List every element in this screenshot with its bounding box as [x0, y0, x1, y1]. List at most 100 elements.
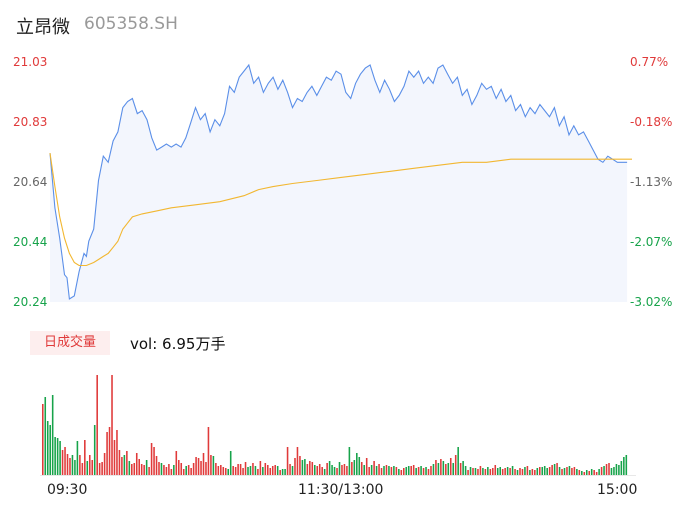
volume-bar	[118, 450, 121, 475]
volume-bar	[620, 461, 623, 475]
volume-bar	[321, 467, 323, 475]
volume-bar	[195, 457, 197, 475]
volume-bar	[625, 455, 628, 475]
volume-bar	[296, 447, 299, 475]
volume-bar	[356, 453, 358, 475]
volume-bar	[358, 457, 361, 475]
volume-bar	[529, 470, 531, 475]
volume-bar	[202, 453, 205, 475]
volume-bar	[76, 441, 79, 475]
volume-bar	[140, 464, 143, 475]
volume-bar	[123, 455, 126, 475]
volume-bar	[595, 472, 598, 475]
volume-bar	[185, 466, 187, 475]
volume-bar	[254, 466, 257, 475]
volume-bar	[304, 459, 306, 475]
volume-bar	[521, 469, 524, 475]
volume-bar	[257, 469, 259, 475]
y-tick-right-3: -2.07%	[630, 235, 673, 249]
volume-bar	[618, 465, 620, 475]
volume-bar	[440, 459, 442, 475]
volume-bar	[224, 468, 227, 475]
volume-bar	[145, 460, 148, 475]
volume-bar	[168, 464, 170, 475]
volume-bar	[51, 395, 54, 475]
volume-bar	[566, 467, 568, 475]
volume-bar	[405, 467, 408, 475]
volume-bar	[148, 467, 150, 475]
stock-name: 立昂微	[16, 17, 70, 38]
volume-bar	[353, 460, 356, 475]
volume-bar	[229, 451, 232, 475]
volume-bar	[412, 465, 415, 475]
volume-value: vol: 6.95万手	[130, 335, 226, 353]
volume-bar	[101, 462, 103, 475]
volume-bar	[205, 462, 207, 475]
volume-bar	[180, 463, 183, 475]
volume-bar	[165, 467, 168, 475]
volume-bar	[299, 456, 301, 475]
volume-bar	[462, 461, 464, 475]
average-line	[49, 153, 632, 267]
volume-bar	[585, 470, 588, 475]
volume-bar	[489, 469, 492, 475]
volume-bar	[106, 432, 108, 475]
volume-bar	[496, 468, 499, 475]
volume-bar	[98, 463, 101, 475]
volume-bar	[341, 465, 343, 475]
volume-bar	[467, 470, 469, 475]
volume-bar	[267, 465, 269, 475]
volume-bar	[96, 375, 98, 475]
volume-bar	[252, 463, 254, 475]
volume-bar	[158, 462, 160, 475]
volume-bar	[558, 467, 561, 475]
volume-bar	[111, 375, 113, 475]
volume-bar	[417, 467, 420, 475]
volume-bar	[247, 467, 249, 475]
volume-bar	[598, 469, 600, 475]
volume-bar	[380, 468, 383, 475]
volume-bar	[588, 471, 591, 475]
volume-bar	[281, 469, 284, 475]
volume-bar	[608, 463, 610, 475]
volume-bar	[309, 461, 311, 475]
volume-bar	[553, 464, 556, 475]
y-tick-left-2: 20.64	[13, 175, 48, 189]
volume-bar	[49, 425, 51, 475]
volume-bar	[590, 469, 593, 475]
volume-bar	[286, 447, 289, 475]
volume-bar	[472, 468, 474, 475]
volume-bar	[237, 464, 239, 475]
volume-bar	[316, 466, 319, 475]
volume-bar	[84, 440, 86, 475]
volume-bar	[524, 467, 526, 475]
volume-bar	[86, 461, 89, 475]
volume-bar	[551, 465, 553, 475]
x-tick-open: 09:30	[47, 482, 88, 498]
volume-bar	[548, 467, 551, 475]
volume-bar	[343, 464, 346, 475]
volume-bar	[427, 469, 430, 475]
volume-bar	[289, 464, 291, 475]
volume-bar	[516, 470, 519, 475]
volume-bar	[403, 468, 405, 475]
volume-bar	[445, 464, 447, 475]
volume-bar	[346, 466, 348, 475]
volume-bar	[173, 465, 175, 475]
volume-bar	[121, 457, 123, 475]
volume-bar	[605, 464, 608, 475]
volume-bar	[155, 456, 158, 475]
y-tick-left-1: 20.83	[13, 115, 48, 129]
volume-bar	[200, 461, 202, 475]
volume-badge[interactable]: 日成交量	[30, 331, 110, 355]
y-tick-left-3: 20.44	[13, 235, 48, 249]
volume-bar	[531, 469, 534, 475]
volume-bar	[192, 463, 195, 475]
volume-bar	[385, 465, 388, 475]
volume-bar	[215, 463, 217, 475]
price-line	[49, 63, 628, 300]
volume-bar	[210, 455, 212, 475]
volume-bar	[400, 470, 403, 475]
volume-bar	[276, 466, 279, 475]
